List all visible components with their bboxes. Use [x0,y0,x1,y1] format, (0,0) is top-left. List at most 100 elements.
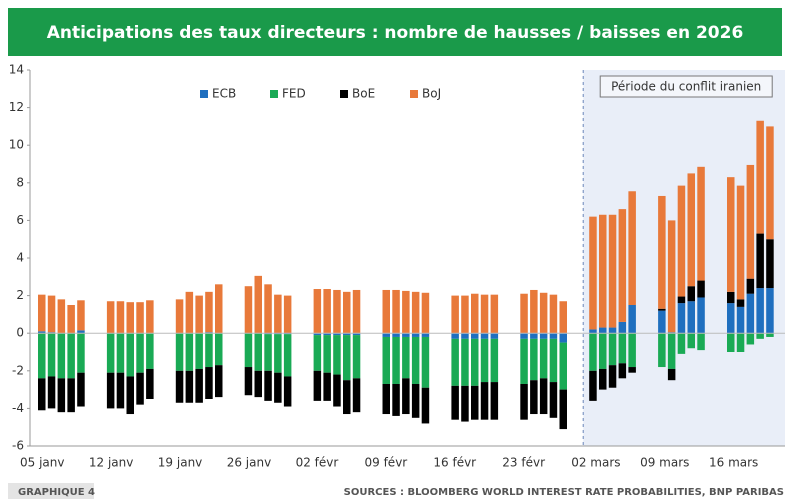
bar-segment [244,333,253,368]
bar-segment [451,333,459,339]
bar-segment [608,214,617,328]
bar-segment [411,291,420,334]
bar-segment [756,288,764,334]
bar-segment [461,385,469,422]
bar-segment [599,327,607,334]
bar-segment [136,372,144,405]
bar-segment [687,301,695,334]
bar-segment [471,293,479,334]
bar-segment [539,333,548,339]
bar-segment [628,333,636,368]
bar-segment [205,291,213,333]
bar-segment [539,378,548,415]
bar-segment [628,305,636,334]
legend-label: FED [282,87,306,101]
bar-segment [323,372,331,401]
title-banner [8,8,782,56]
bar-segment [530,338,538,381]
y-tick-label: 4 [16,251,24,265]
bar-segment [618,209,627,322]
bar-segment [116,301,125,334]
bar-segment [421,387,430,424]
bar-segment [421,336,430,388]
bar-segment [283,376,292,407]
bar-segment [727,333,735,352]
y-tick-label: 10 [9,138,24,152]
bar-segment [727,177,735,292]
bar-segment [697,166,705,281]
bar-segment [658,195,666,309]
bar-segment [736,299,745,307]
x-tick-label: 02 mars [571,456,620,470]
bar-segment [480,338,489,383]
bar-segment [126,302,134,334]
bar-segment [283,295,292,334]
bar-segment [559,301,567,334]
bar-segment [471,385,479,420]
bar-segment [559,333,567,343]
x-tick-label: 12 janv [89,456,133,470]
x-tick-label: 09 mars [640,456,689,470]
bar-segment [480,382,489,420]
bar-segment [599,333,607,369]
bar-segment [382,383,390,415]
bar-segment [106,372,115,409]
bar-segment [195,368,203,403]
bar-segment [343,333,351,336]
bar-segment [736,185,745,300]
bar-segment [490,382,499,420]
bar-segment [677,303,686,334]
footer-box [8,483,94,499]
y-tick-label: -2 [12,363,24,377]
bar-segment [195,333,203,369]
bar-segment [38,378,46,411]
bar-segment [539,338,548,379]
bar-segment [687,333,695,349]
bar-segment [343,291,351,334]
bar-segment [254,275,262,334]
bar-segment [490,333,499,339]
bar-segment [185,291,194,334]
annotation-text: Période du conflit iranien [611,80,761,94]
bar-segment [608,365,617,388]
bar-segment [352,335,361,379]
y-tick-label: 6 [16,213,24,227]
y-tick-label: 12 [9,100,24,114]
source: SOURCES : BLOOMBERG WORLD INTEREST RATE … [344,487,784,498]
bar-segment [67,333,75,379]
bar-segment [106,301,115,334]
bar-segment [471,333,479,339]
bar-segment [490,294,499,334]
bar-segment [756,233,764,289]
bar-segment [244,286,253,334]
legend-label: ECB [212,87,236,101]
bar-segment [687,286,695,302]
bar-segment [697,297,705,334]
bar-segment [392,383,400,416]
bar-segment [549,294,558,334]
bar-segment [313,370,322,401]
bar-segment [175,299,184,334]
bar-segment [47,333,56,377]
bar-segment [323,335,331,373]
bar-segment [333,374,341,407]
x-tick-label: 02 févr [296,456,339,470]
bar-segment [352,333,361,336]
bar-segment [67,305,75,334]
bar-segment [421,292,430,334]
legend-swatch [200,90,208,98]
bar-segment [77,330,85,334]
bar-segment [274,372,282,403]
y-tick-label: -4 [12,401,24,415]
bar-segment [244,367,253,396]
bar-segment [175,370,184,403]
bar-segment [618,321,627,334]
bar-segment [697,333,705,351]
bar-segment [254,333,262,371]
bar-segment [589,370,597,401]
bar-segment [480,294,489,334]
bar-segment [549,338,558,383]
legend-swatch [270,90,278,98]
